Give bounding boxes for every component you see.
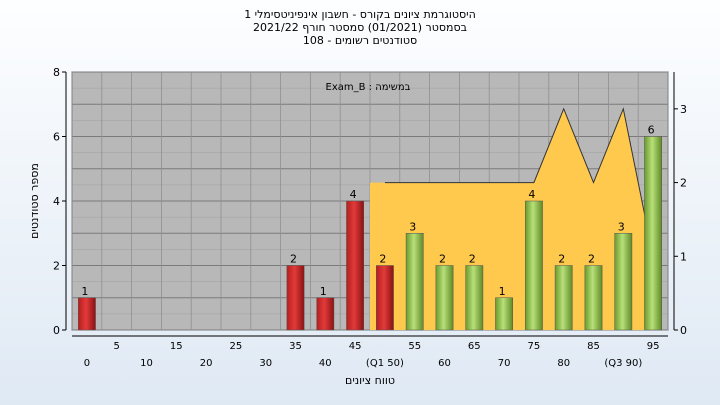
x-tick-label: 60 bbox=[438, 358, 451, 369]
bar-0 bbox=[78, 297, 96, 331]
x-tick-label: 75 bbox=[528, 341, 541, 352]
bar-value-label: 6 bbox=[648, 124, 655, 137]
bar-70 bbox=[495, 297, 513, 331]
x-tick-label: 15 bbox=[170, 341, 183, 352]
x-tick-label: 40 bbox=[319, 358, 332, 369]
x-tick-label: 20 bbox=[200, 358, 213, 369]
x-tick-label: 5 bbox=[114, 341, 120, 352]
x-axis-title: טווח ציונים bbox=[345, 374, 395, 387]
bar-55 bbox=[405, 233, 424, 331]
bar-value-label: 2 bbox=[379, 253, 386, 266]
y-tick-label: 4 bbox=[53, 195, 60, 208]
x-tick-label: 35 bbox=[289, 341, 302, 352]
x-tick-label: 65 bbox=[468, 341, 481, 352]
bar-value-label: 1 bbox=[320, 285, 327, 298]
bar-value-label: 1 bbox=[81, 285, 88, 298]
x-tick-label: 0 bbox=[84, 358, 90, 369]
bar-value-label: 2 bbox=[588, 253, 595, 266]
bar-90 bbox=[614, 233, 633, 331]
chart-subtitle-semester: בסמסטר (01/2021) סמסטר חורף 2021/22 bbox=[253, 21, 467, 34]
chart-title: היסטוגרמת ציונים בקורס - חשבון אינפיניטס… bbox=[244, 8, 476, 21]
x-tick-label: 80 bbox=[557, 358, 570, 369]
bar-value-label: 2 bbox=[558, 253, 565, 266]
x-tick-label: (Q1 50) bbox=[366, 358, 404, 369]
y-axis-title: מספר סטודנטים bbox=[28, 163, 41, 239]
bar-value-label: 3 bbox=[409, 220, 416, 233]
x-tick-label: (Q3 90) bbox=[604, 358, 642, 369]
x-tick-label: 95 bbox=[647, 341, 660, 352]
chart-subtitle-students: סטודנטים רשומים - 108 bbox=[302, 34, 418, 47]
y-tick-label: 8 bbox=[53, 66, 60, 79]
bar-85 bbox=[584, 265, 603, 331]
bar-40 bbox=[316, 297, 335, 331]
x-tick-label: 70 bbox=[498, 358, 511, 369]
bar-value-label: 2 bbox=[290, 253, 297, 266]
bar-95 bbox=[644, 136, 662, 331]
y2-tick-label: 3 bbox=[680, 103, 687, 116]
bar-35 bbox=[286, 265, 305, 331]
bar-value-label: 2 bbox=[469, 253, 476, 266]
bar-value-label: 4 bbox=[350, 188, 357, 201]
bar-45 bbox=[346, 200, 364, 331]
bar-65 bbox=[465, 265, 484, 331]
x-tick-label: 55 bbox=[408, 341, 421, 352]
x-tick-label: 10 bbox=[140, 358, 153, 369]
bar-75 bbox=[525, 200, 543, 331]
x-tick-label: 85 bbox=[587, 341, 600, 352]
x-tick-label: 30 bbox=[259, 358, 272, 369]
x-tick-label: 45 bbox=[349, 341, 362, 352]
x-tick-label: 25 bbox=[230, 341, 243, 352]
y2-tick-label: 0 bbox=[680, 324, 687, 337]
bar-value-label: 3 bbox=[618, 220, 625, 233]
exam-annotation: Exam_B : במשימה bbox=[326, 82, 411, 93]
chart-titles: היסטוגרמת ציונים בקורס - חשבון אינפיניטס… bbox=[0, 8, 720, 47]
bar-60 bbox=[435, 265, 454, 331]
bar-value-label: 1 bbox=[499, 285, 506, 298]
y2-tick-label: 2 bbox=[680, 177, 687, 190]
bar-80 bbox=[554, 265, 573, 331]
y2-tick-label: 1 bbox=[680, 250, 687, 263]
y-tick-label: 6 bbox=[53, 131, 60, 144]
iqr-curve-line bbox=[384, 107, 654, 257]
bar-50 bbox=[376, 265, 394, 331]
y-tick-label: 0 bbox=[53, 324, 60, 337]
bar-value-label: 2 bbox=[439, 253, 446, 266]
y-tick-label: 2 bbox=[53, 260, 60, 273]
bar-value-label: 4 bbox=[528, 188, 535, 201]
